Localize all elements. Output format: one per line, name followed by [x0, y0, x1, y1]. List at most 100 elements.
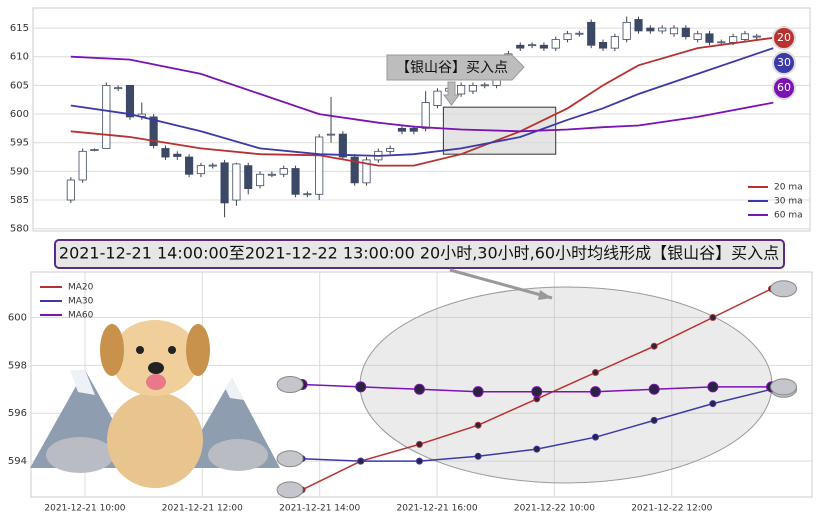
- point: [709, 313, 717, 321]
- caption: 2021-12-21 14:00:00至2021-12-22 13:00:00 …: [59, 244, 779, 263]
- point: [415, 440, 423, 448]
- candle-body: [315, 136, 324, 195]
- candle-body: [669, 27, 679, 35]
- candle-body: [161, 148, 170, 158]
- candle-body: [256, 173, 265, 187]
- point: [472, 386, 484, 398]
- dog-tongue: [146, 374, 166, 390]
- point: [355, 381, 367, 393]
- legend-label: MA60: [68, 311, 94, 321]
- point: [591, 369, 599, 377]
- candle-body: [421, 102, 430, 129]
- x-tick-label: 2021-12-21 14:00: [279, 504, 360, 514]
- x-tick-label: 2021-12-22 12:00: [631, 504, 712, 514]
- candle-body: [386, 148, 395, 152]
- point: [357, 457, 365, 465]
- candle-body: [338, 133, 347, 158]
- candle-body: [303, 193, 312, 196]
- candle-body: [598, 41, 608, 49]
- legend-label: MA30: [68, 297, 94, 307]
- point: [474, 452, 482, 460]
- y-tick-label: 580: [10, 224, 29, 235]
- point: [589, 386, 601, 398]
- annotation-arrow: [443, 81, 460, 106]
- y-tick-label: 605: [10, 80, 29, 91]
- annotation-box: [386, 54, 525, 81]
- candle-body: [752, 35, 761, 38]
- y-tick-label: 615: [10, 23, 29, 34]
- point: [709, 400, 717, 408]
- candle-body: [433, 90, 442, 106]
- dog-eye: [168, 346, 176, 354]
- candle-body: [114, 87, 123, 90]
- ma-line: [70, 55, 774, 133]
- candle-body: [173, 153, 182, 157]
- ma-badge: [772, 26, 796, 50]
- point: [591, 433, 599, 441]
- x-tick-label: 2021-12-22 10:00: [514, 504, 595, 514]
- candle-body: [646, 27, 655, 32]
- candle-body: [350, 156, 359, 184]
- point: [650, 416, 658, 424]
- candle-body: [149, 116, 158, 146]
- candle-body: [729, 36, 738, 43]
- candle-body: [78, 150, 87, 181]
- y-tick-label: 585: [10, 195, 29, 206]
- candle-body: [516, 44, 525, 49]
- ingot: [46, 437, 114, 473]
- ma-badge-label: 60: [777, 81, 791, 94]
- candle-body: [658, 27, 667, 32]
- caption-arrow: [449, 268, 553, 300]
- candle-body: [717, 41, 726, 44]
- ma-badge: [772, 76, 796, 100]
- dog-ear: [186, 324, 210, 376]
- candle-body: [587, 21, 596, 46]
- caption-arrowhead: [538, 290, 552, 300]
- point: [415, 457, 423, 465]
- point: [533, 445, 541, 453]
- dog-body: [107, 392, 203, 488]
- point: [474, 421, 482, 429]
- y-tick-label: 590: [10, 166, 29, 177]
- point: [707, 381, 719, 393]
- candle-body: [244, 165, 253, 189]
- x-tick-label: 2021-12-21 16:00: [396, 504, 477, 514]
- legend-label: 60 ma: [774, 211, 803, 221]
- point: [531, 386, 543, 398]
- ingot: [208, 439, 268, 471]
- candle-body: [551, 39, 560, 49]
- candle-body: [409, 127, 418, 132]
- illustration: [30, 320, 280, 488]
- y-tick-label: 596: [8, 408, 27, 419]
- y-tick-label: 600: [10, 109, 29, 120]
- ingot-icon: [276, 481, 304, 499]
- ma-badge: [772, 51, 796, 75]
- candle-body: [457, 84, 466, 95]
- caption-box: [54, 239, 785, 269]
- legend-label: 20 ma: [774, 183, 803, 193]
- dog-head: [111, 320, 199, 396]
- point: [650, 342, 658, 350]
- y-tick-label: 600: [8, 312, 27, 323]
- candle-body: [220, 162, 229, 204]
- y-tick-label: 598: [8, 360, 27, 371]
- y-tick-label: 594: [8, 456, 27, 467]
- candle-body: [563, 33, 572, 40]
- candle-body: [362, 159, 371, 184]
- legend-label: MA20: [68, 283, 94, 293]
- y-tick-label: 595: [10, 138, 29, 149]
- ma-line: [70, 47, 774, 157]
- x-tick-label: 2021-12-21 10:00: [44, 504, 125, 514]
- candle-body: [196, 165, 206, 175]
- candle-body: [397, 127, 407, 132]
- candle-body: [575, 32, 584, 35]
- candle-body: [693, 33, 702, 40]
- ingot-icon: [276, 376, 304, 393]
- candle-body: [634, 19, 643, 32]
- dog-ear: [100, 324, 124, 376]
- candle-body: [208, 164, 217, 167]
- candle-body: [468, 84, 478, 92]
- ingot-icon: [770, 280, 798, 298]
- candle-body: [622, 21, 631, 40]
